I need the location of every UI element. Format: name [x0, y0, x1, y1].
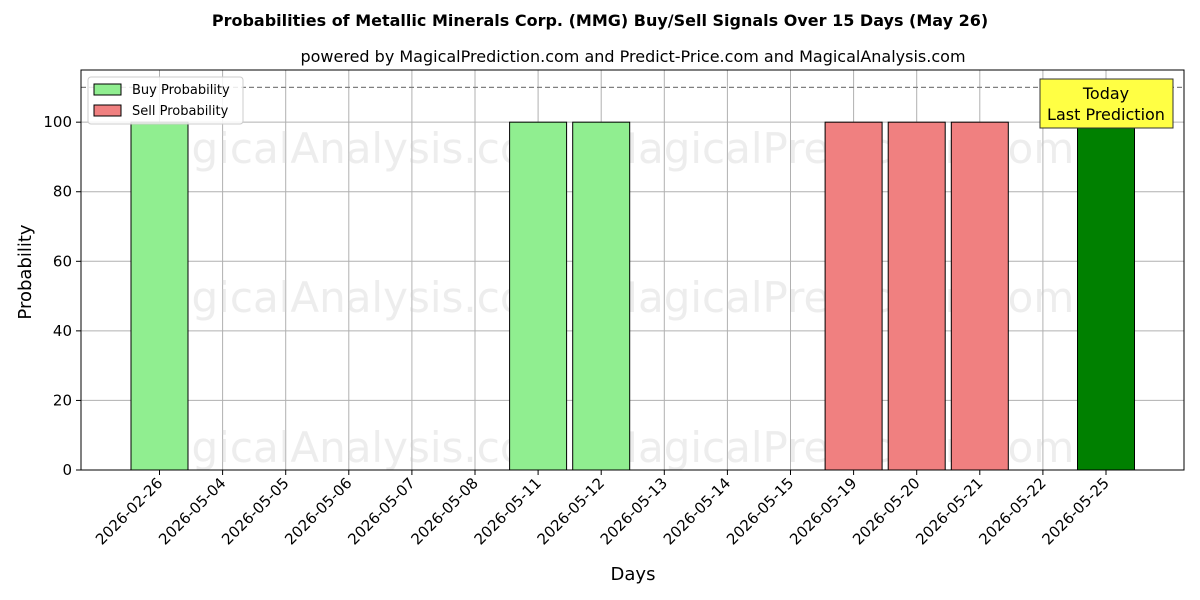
y-tick-label: 0 [62, 461, 72, 479]
x-tick-label: 2026-05-12 [534, 474, 608, 548]
bar-buy-probability [572, 121, 631, 471]
y-tick-label: 80 [53, 183, 72, 201]
x-tick-label: 2026-05-07 [344, 474, 418, 548]
legend-swatch [93, 104, 122, 117]
bar-sell-probability [824, 121, 883, 471]
x-tick-label: 2026-05-05 [218, 474, 292, 548]
legend-label: Sell Probability [132, 104, 229, 119]
bar-sell-probability [887, 121, 946, 471]
x-tick-label: 2026-05-20 [849, 474, 923, 548]
legend: Buy Probability Sell Probability [87, 76, 244, 125]
x-axis-label: Days [611, 564, 656, 585]
chart-title: Probabilities of Metallic Minerals Corp.… [212, 11, 988, 30]
x-tick-label: 2026-05-06 [281, 474, 355, 548]
y-tick-label: 100 [43, 113, 72, 131]
x-tick-label: 2026-05-11 [471, 474, 545, 548]
bar-today [1077, 121, 1135, 471]
x-tick-label: 2026-05-13 [597, 474, 671, 548]
bar-sell-probability [950, 121, 1009, 471]
y-tick-label: 40 [53, 322, 72, 340]
y-axis-label: Probability [15, 224, 36, 319]
y-axis: 0 20 40 60 80 100 [43, 113, 81, 479]
x-tick-label: 2026-05-21 [912, 474, 986, 548]
legend-swatch [93, 83, 122, 96]
legend-label: Buy Probability [132, 83, 230, 98]
watermark-text: MagicalAnalysis.com [130, 124, 567, 173]
watermark-text: MagicalAnalysis.com [130, 423, 567, 472]
x-tick-label: 2026-05-08 [407, 474, 481, 548]
watermark-text: MagicalAnalysis.com [130, 273, 567, 322]
today-annotation: Today Last Prediction [1039, 78, 1174, 129]
bar-buy-probability [509, 121, 568, 471]
x-tick-label: 2026-05-25 [1038, 474, 1112, 548]
chart-subtitle: powered by MagicalPrediction.com and Pre… [300, 47, 965, 66]
annotation-box [1039, 78, 1174, 129]
y-tick-label: 20 [53, 391, 72, 409]
legend-box [87, 76, 244, 125]
x-tick-label: 2026-05-19 [786, 474, 860, 548]
bar-buy-probability [130, 121, 189, 471]
annotation-text: Today [1082, 84, 1129, 103]
x-tick-label: 2026-05-14 [660, 474, 734, 548]
plot-frame [80, 69, 1185, 471]
x-tick-label: 2026-05-15 [723, 474, 797, 548]
x-tick-label: 2026-02-26 [92, 474, 166, 548]
annotation-text: Last Prediction [1047, 105, 1165, 124]
x-axis: 2026-02-262026-05-042026-05-052026-05-06… [92, 470, 1113, 548]
x-tick-label: 2026-05-04 [155, 474, 229, 548]
y-tick-label: 60 [53, 252, 72, 270]
bars [130, 121, 1135, 471]
x-tick-label: 2026-05-22 [975, 474, 1049, 548]
